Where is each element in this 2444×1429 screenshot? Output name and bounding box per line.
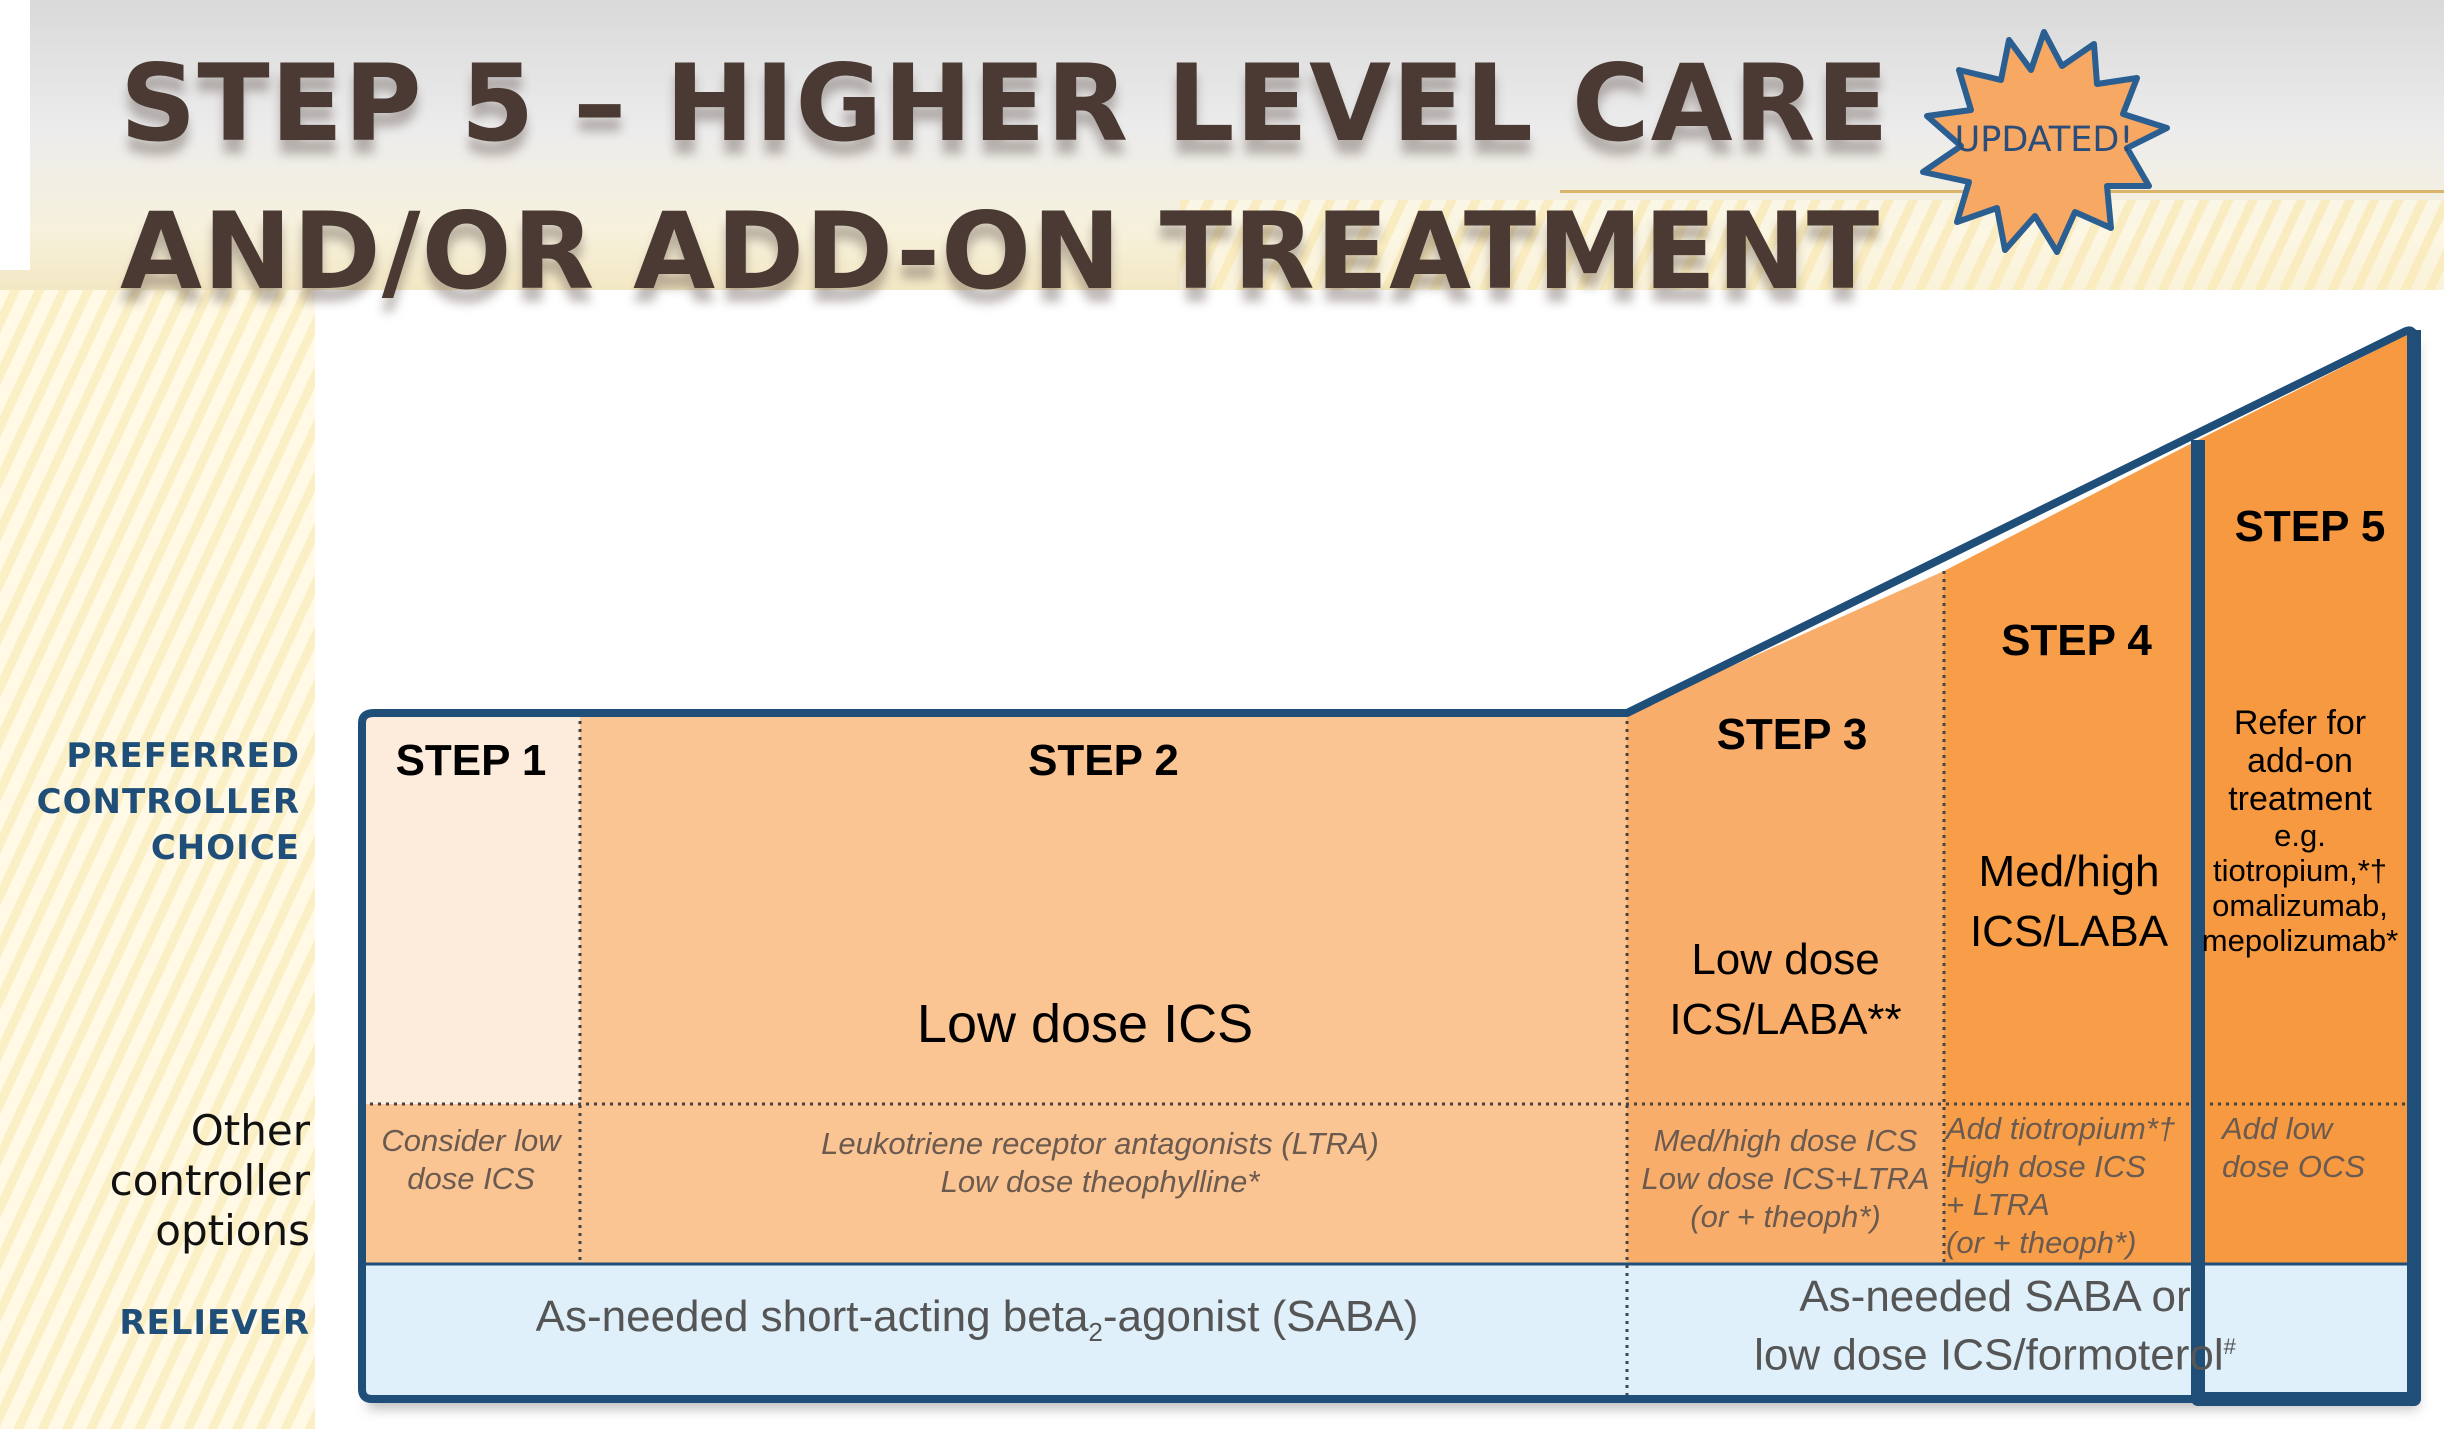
- header-corner: [0, 0, 30, 270]
- step2-other-line-2: Low dose theophylline*: [940, 1164, 1260, 1199]
- step5-area: [2198, 332, 2412, 1264]
- row-label-preferred-controller: PREFERRED CONTROLLER CHOICE: [0, 733, 300, 871]
- reliever-left-text-b: -agonist (SABA): [1102, 1292, 1419, 1341]
- step5-preferred-line-6: omalizumab,: [2212, 888, 2388, 923]
- step2-preferred: Low dose ICS: [916, 994, 1254, 1054]
- step4-preferred-line-2: ICS/LABA: [1969, 907, 2169, 956]
- row-label-other-controller: Other controller options: [10, 1106, 310, 1256]
- updated-badge-label: UPDATED!: [1954, 120, 2134, 160]
- step5-highlight-border: [2191, 330, 2421, 1406]
- header-stripes: [1180, 200, 2444, 290]
- step2-other-line-1: Leukotriene receptor antagonists (LTRA): [821, 1126, 1379, 1161]
- row-label-preferred-line-2: CONTROLLER: [36, 782, 300, 822]
- step3-preferred-line-1: Low dose: [1691, 935, 1880, 984]
- step5-preferred-line-4: e.g.: [2274, 818, 2326, 853]
- reliever-right-line-1: As-needed SABA or: [1799, 1272, 2191, 1321]
- step1-other-line-1: Consider low: [381, 1123, 561, 1158]
- reliever-right: As-needed SABA or low dose ICS/formotero…: [1700, 1272, 2290, 1381]
- step3-preferred: Low dose ICS/LABA**: [1627, 930, 1944, 1050]
- step2-other: Leukotriene receptor antagonists (LTRA) …: [580, 1125, 1620, 1201]
- updated-starburst-badge: [1920, 29, 2170, 255]
- reliever-left: As-needed short-acting beta2-agonist (SA…: [362, 1292, 1592, 1357]
- step5-preferred: Refer for add-on treatment e.g. tiotropi…: [2200, 704, 2400, 958]
- row-label-other-line-1: Other: [190, 1106, 310, 1155]
- reliever-row: [362, 1264, 2412, 1399]
- step4-other-line-3: + LTRA: [1946, 1187, 2050, 1222]
- step4-heading: STEP 4: [2001, 616, 2152, 665]
- step5-preferred-line-3: treatment: [2228, 780, 2372, 818]
- row-label-preferred-line-3: CHOICE: [150, 828, 300, 868]
- reliever-right-superscript: #: [2223, 1334, 2236, 1359]
- step1-other-line-2: dose ICS: [407, 1161, 535, 1196]
- step5-preferred-line-7: mepolizumab*: [2201, 923, 2399, 958]
- step5-preferred-line-5: tiotropium,*†: [2212, 853, 2388, 888]
- step1-other-area: [362, 1104, 580, 1264]
- step3-preferred-line-2: ICS/LABA**: [1669, 995, 1902, 1044]
- step4-other: Add tiotropium*† High dose ICS + LTRA (o…: [1946, 1110, 2196, 1262]
- reliever-right-line-2-text: low dose ICS/formoterol: [1754, 1330, 2224, 1380]
- step1-other: Consider low dose ICS: [362, 1122, 580, 1198]
- row-label-reliever: RELIEVER: [119, 1303, 310, 1343]
- slide-title-line-1: STEP 5 – HIGHER LEVEL CARE: [120, 42, 1890, 165]
- row-label-other-line-2: controller: [109, 1156, 310, 1205]
- step5-preferred-line-2: add-on: [2247, 742, 2353, 780]
- step5-other-line-2: dose OCS: [2222, 1149, 2366, 1184]
- step1-heading: STEP 1: [395, 736, 547, 785]
- step2-area: [580, 713, 1627, 1264]
- step3-other: Med/high dose ICS Low dose ICS+LTRA (or …: [1627, 1122, 1944, 1236]
- reliever-right-line-2: low dose ICS/formoterol#: [1700, 1322, 2290, 1381]
- reliever-left-text-a: As-needed short-acting beta: [535, 1292, 1089, 1341]
- step4-preferred-line-1: Med/high: [1978, 847, 2160, 896]
- step4-other-line-2: High dose ICS: [1946, 1149, 2146, 1184]
- row-label-other-line-3: options: [155, 1206, 310, 1255]
- step3-heading: STEP 3: [1716, 710, 1868, 759]
- step4-other-line-1: Add tiotropium*†: [1946, 1111, 2176, 1146]
- step5-heading: STEP 5: [2234, 502, 2386, 551]
- step4-area: [1944, 440, 2198, 1264]
- reliever-left-subscript: 2: [1088, 1316, 1103, 1347]
- step3-area: [1627, 571, 1944, 1264]
- row-label-preferred-line-1: PREFERRED: [66, 736, 300, 776]
- step5-other: Add low dose OCS: [2222, 1110, 2402, 1186]
- slide-title: STEP 5 – HIGHER LEVEL CARE AND/OR ADD-ON…: [120, 30, 1890, 326]
- step3-other-line-1: Med/high dose ICS: [1653, 1123, 1918, 1158]
- step3-other-line-3: (or + theoph*): [1690, 1199, 1881, 1234]
- slide-title-line-2: AND/OR ADD-ON TREATMENT: [120, 190, 1881, 313]
- step5-preferred-line-1: Refer for: [2233, 704, 2367, 742]
- step5-other-line-1: Add low: [2222, 1111, 2333, 1146]
- step3-other-line-2: Low dose ICS+LTRA: [1641, 1161, 1930, 1196]
- step2-heading: STEP 2: [1028, 736, 1179, 785]
- step4-preferred: Med/high ICS/LABA: [1944, 842, 2194, 962]
- step4-other-line-4: (or + theoph*): [1946, 1225, 2137, 1260]
- starburst-icon: [1920, 29, 2170, 255]
